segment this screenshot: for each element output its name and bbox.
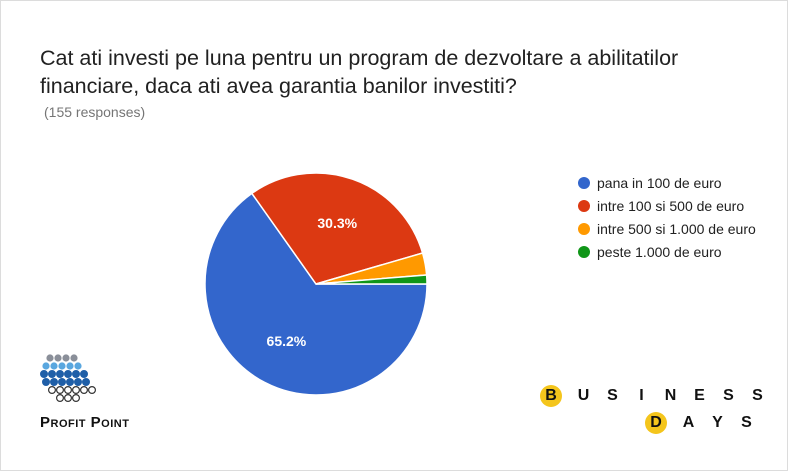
- legend-label: intre 500 si 1.000 de euro: [597, 220, 756, 237]
- business-days-highlight-letter: D: [645, 412, 667, 434]
- chart-subtitle: (155 responses): [44, 104, 146, 120]
- chart-title: Cat ati investi pe luna pentru un progra…: [40, 46, 679, 98]
- logo-dot: [70, 354, 78, 362]
- legend-swatch: [578, 222, 590, 235]
- logo-dot: [41, 378, 51, 387]
- logo-dot: [56, 393, 65, 402]
- pie-data-label-2: 30.3%: [317, 215, 357, 231]
- logo-dot: [42, 362, 50, 370]
- legend-swatch: [578, 245, 590, 258]
- logo-dot: [87, 385, 96, 394]
- business-days-letter: S: [607, 387, 618, 404]
- pie-slice-4: [315, 274, 428, 285]
- legend-item-4: peste 1.000 de euro: [578, 240, 756, 263]
- logo-dot: [56, 385, 65, 394]
- business-days-letter: A: [682, 414, 695, 431]
- logo-dot: [64, 370, 73, 379]
- logo-dot: [71, 385, 80, 394]
- logo-dot: [62, 354, 70, 362]
- logo-dot: [39, 370, 49, 379]
- legend-label: pana in 100 de euro: [597, 174, 722, 191]
- legend-label: peste 1.000 de euro: [597, 243, 722, 260]
- logo-dot: [74, 362, 82, 370]
- logo-dot: [48, 370, 57, 379]
- logo-dot: [58, 362, 66, 370]
- chart-legend: pana in 100 de euro intre 100 si 500 de e…: [578, 171, 756, 263]
- business-days-letter: S: [741, 414, 752, 431]
- logo-dot: [66, 378, 75, 387]
- logo-dot: [64, 393, 73, 402]
- logo-dot: [73, 378, 82, 387]
- logo-dot: [48, 385, 57, 394]
- logo-dot: [71, 370, 80, 379]
- business-days-letter: I: [639, 387, 644, 404]
- logo-dot: [81, 378, 90, 387]
- logo-dot: [71, 393, 80, 402]
- business-days-letter: Y: [712, 414, 723, 431]
- logo-dot: [46, 354, 54, 362]
- business-days-highlight-letter: B: [540, 385, 562, 407]
- business-days-letter: S: [723, 387, 734, 404]
- logo-dot: [54, 354, 62, 362]
- legend-item-2: intre 100 si 500 de euro: [578, 194, 756, 217]
- logo-dot: [66, 362, 74, 370]
- logo-dot: [50, 378, 59, 387]
- business-days-letter: N: [664, 387, 677, 404]
- pie-slice-2: [250, 172, 424, 285]
- logo-dot: [58, 378, 67, 387]
- logo-dot: [56, 370, 65, 379]
- pie-slice-1: [204, 192, 428, 396]
- legend-swatch: [578, 199, 590, 212]
- profit-point-logo: [39, 354, 96, 402]
- logo-dot: [79, 370, 88, 379]
- legend-swatch: [578, 176, 590, 189]
- pie-data-label-1: 65.2%: [267, 333, 307, 349]
- logo-dot: [64, 385, 73, 394]
- business-days-letter: E: [694, 387, 705, 404]
- logo-dot: [79, 385, 88, 394]
- logo-dot: [50, 362, 58, 370]
- business-days-letter: U: [577, 387, 590, 404]
- legend-label: intre 100 si 500 de euro: [597, 197, 745, 214]
- profit-point-wordmark: Profit Point: [40, 414, 130, 431]
- business-days-letter: S: [752, 387, 763, 404]
- legend-item-3: intre 500 si 1.000 de euro: [578, 217, 756, 240]
- legend-item-1: pana in 100 de euro: [578, 171, 756, 194]
